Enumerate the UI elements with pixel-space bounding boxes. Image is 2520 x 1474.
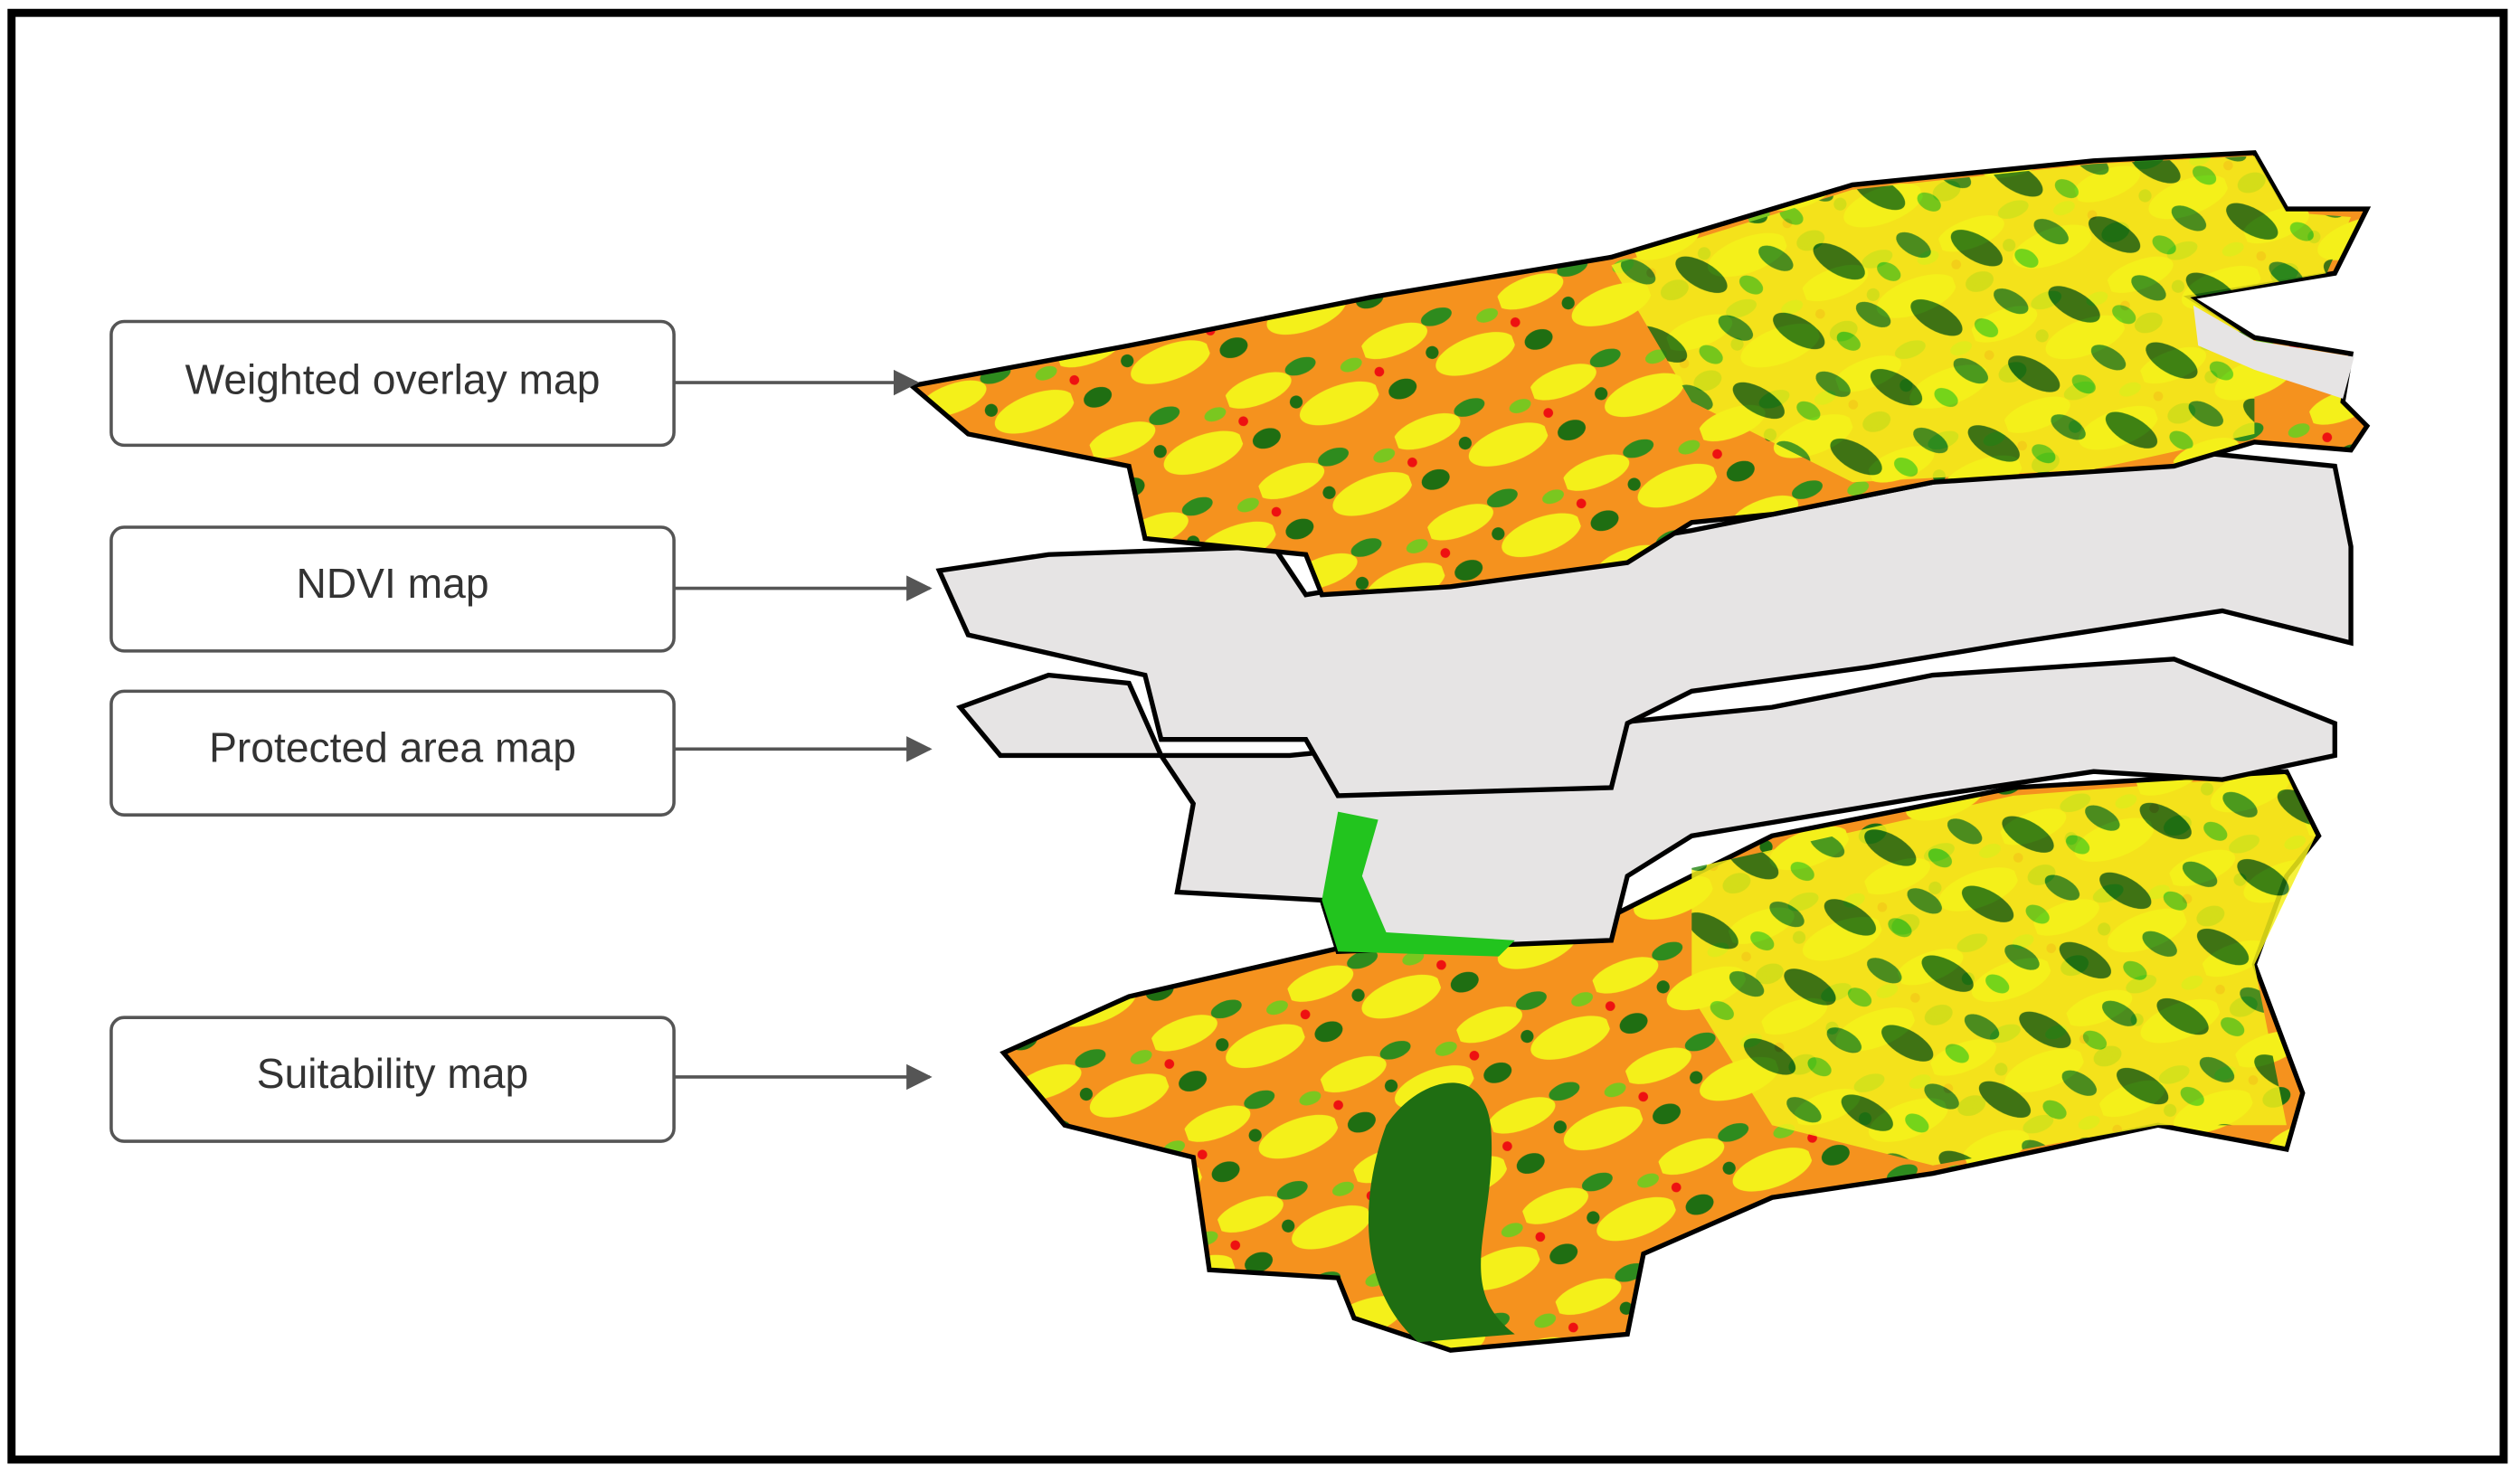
label-box: Suitability map [109,1016,933,1143]
box-label: Weighted overlay map [185,355,601,402]
box-label: NDVI map [296,560,488,607]
label-box: Protected area map [109,689,933,817]
label-box: Weighted overlay map [109,319,920,448]
protected-layer [956,657,2337,957]
box-label: Protected area map [209,723,576,770]
suitability-layer [999,769,2322,1353]
weighted-layer [906,150,2372,598]
box-label: Suitability map [257,1050,528,1097]
label-box: NDVI map [109,525,933,653]
